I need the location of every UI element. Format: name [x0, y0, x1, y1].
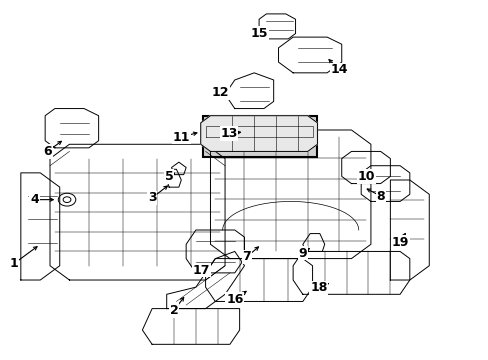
- Polygon shape: [142, 309, 239, 344]
- Text: 13: 13: [220, 127, 237, 140]
- Text: 14: 14: [330, 63, 347, 76]
- Polygon shape: [45, 109, 99, 148]
- Text: 18: 18: [309, 282, 327, 294]
- Text: 8: 8: [376, 190, 384, 203]
- Text: 5: 5: [164, 170, 173, 183]
- Text: 1: 1: [9, 257, 18, 270]
- Text: 3: 3: [147, 192, 156, 204]
- Text: 12: 12: [211, 86, 228, 99]
- Bar: [203, 116, 317, 157]
- Polygon shape: [259, 14, 295, 39]
- Text: 17: 17: [193, 264, 210, 276]
- Text: 15: 15: [250, 27, 267, 40]
- Polygon shape: [21, 173, 60, 280]
- Text: 19: 19: [390, 236, 408, 249]
- Polygon shape: [171, 162, 186, 175]
- Polygon shape: [210, 130, 370, 258]
- Polygon shape: [224, 73, 273, 109]
- Text: 16: 16: [225, 293, 243, 306]
- Text: 11: 11: [172, 131, 190, 144]
- Text: 4: 4: [30, 193, 39, 206]
- Text: 9: 9: [298, 247, 306, 260]
- Polygon shape: [302, 234, 324, 251]
- Polygon shape: [205, 258, 312, 301]
- Text: 7: 7: [242, 250, 251, 263]
- Text: 2: 2: [169, 304, 178, 317]
- Polygon shape: [166, 169, 181, 187]
- Polygon shape: [278, 37, 341, 73]
- Polygon shape: [292, 251, 409, 294]
- Polygon shape: [389, 180, 428, 280]
- Text: 10: 10: [357, 170, 374, 183]
- Polygon shape: [341, 152, 389, 184]
- Text: 6: 6: [43, 145, 52, 158]
- Polygon shape: [361, 166, 409, 202]
- Polygon shape: [166, 251, 244, 309]
- Polygon shape: [201, 116, 317, 152]
- Polygon shape: [50, 144, 224, 280]
- Polygon shape: [186, 230, 244, 273]
